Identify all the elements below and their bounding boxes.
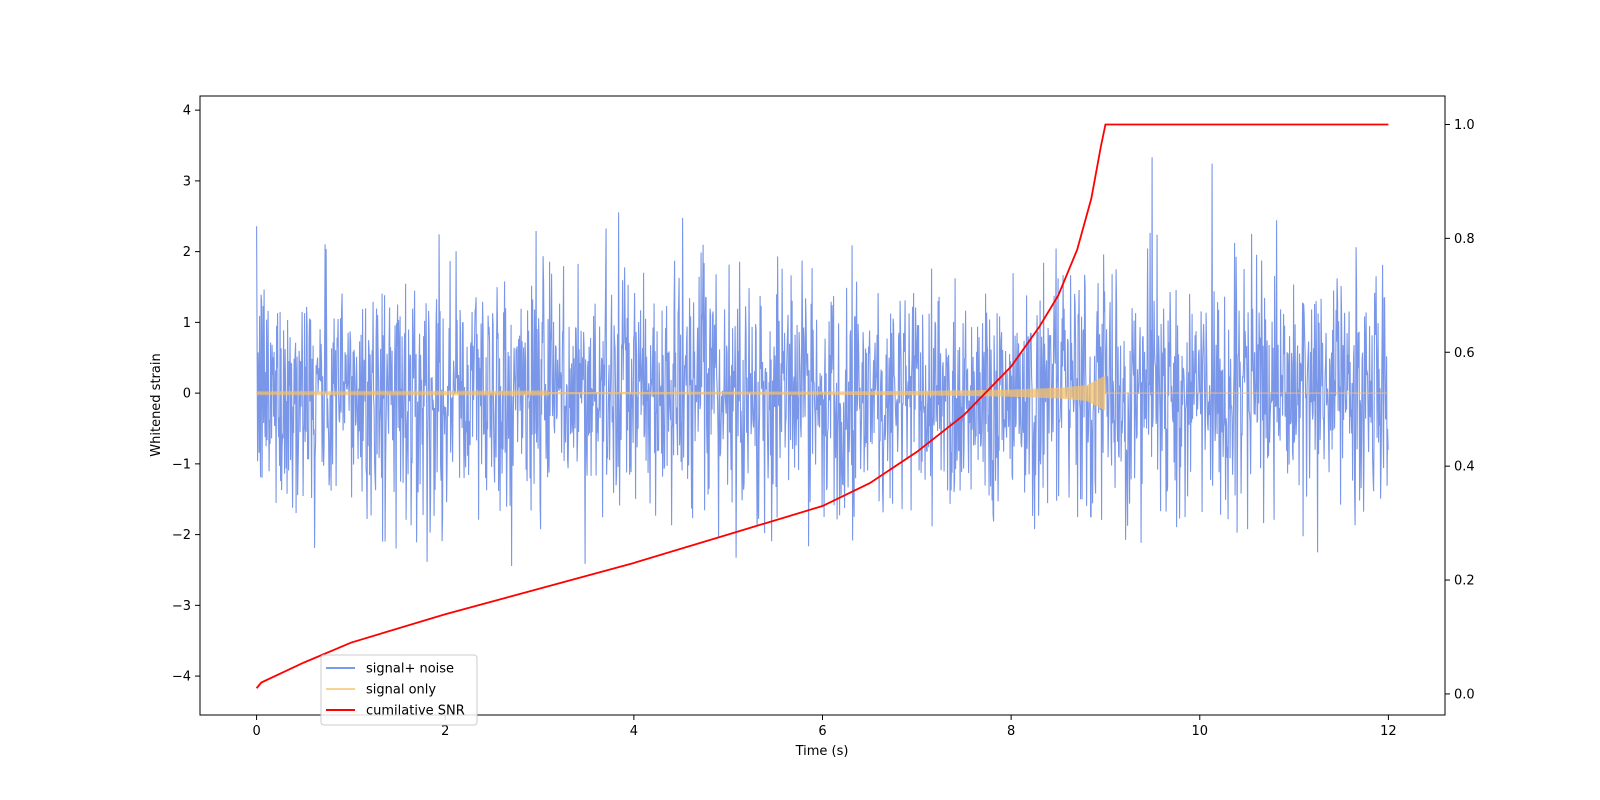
series-signal-noise-line — [256, 157, 1389, 566]
x-tick-label: 10 — [1191, 724, 1208, 739]
legend-box — [320, 654, 478, 726]
y-tick-label: −2 — [172, 528, 191, 543]
x-tick-label: 4 — [630, 724, 638, 739]
y-tick-label: −3 — [172, 599, 191, 614]
y2-tick-label: 0.0 — [1454, 687, 1475, 702]
y-axis-left: −4 −3 −2 −1 0 1 2 3 4 — [172, 104, 200, 685]
y2-tick-label: 1.0 — [1454, 118, 1475, 133]
x-tick-label: 2 — [441, 724, 449, 739]
x-axis: 0 2 4 6 8 10 12 — [252, 715, 1397, 739]
y-tick-label: 1 — [183, 316, 191, 331]
y-tick-label: 4 — [183, 104, 191, 119]
y-axis-label: Whitened strain — [149, 353, 164, 456]
y-tick-label: −4 — [172, 670, 191, 685]
y-tick-label: 0 — [183, 387, 191, 402]
series-signal-only-line — [256, 375, 1389, 411]
y2-tick-label: 0.8 — [1454, 232, 1475, 247]
series-cumulative-snr-line — [255, 123, 1389, 689]
legend-label: cumilative SNR — [366, 704, 465, 719]
y-axis-right: 0.0 0.2 0.4 0.6 0.8 1.0 — [1445, 118, 1475, 702]
legend: signal+ noise signal only cumilative SNR — [320, 654, 478, 726]
x-tick-label: 6 — [818, 724, 826, 739]
x-tick-label: 0 — [252, 724, 260, 739]
y-tick-label: −1 — [172, 457, 191, 472]
x-axis-label: Time (s) — [795, 744, 849, 759]
x-tick-label: 8 — [1007, 724, 1015, 739]
legend-label: signal+ noise — [366, 662, 454, 677]
y2-tick-label: 0.4 — [1454, 460, 1475, 475]
y2-tick-label: 0.2 — [1454, 574, 1475, 589]
legend-label: signal only — [366, 683, 436, 698]
plot-area — [255, 123, 1389, 689]
y-tick-label: 2 — [183, 245, 191, 260]
y-tick-label: 3 — [183, 174, 191, 189]
x-tick-label: 12 — [1380, 724, 1397, 739]
y2-tick-label: 0.6 — [1454, 346, 1475, 361]
